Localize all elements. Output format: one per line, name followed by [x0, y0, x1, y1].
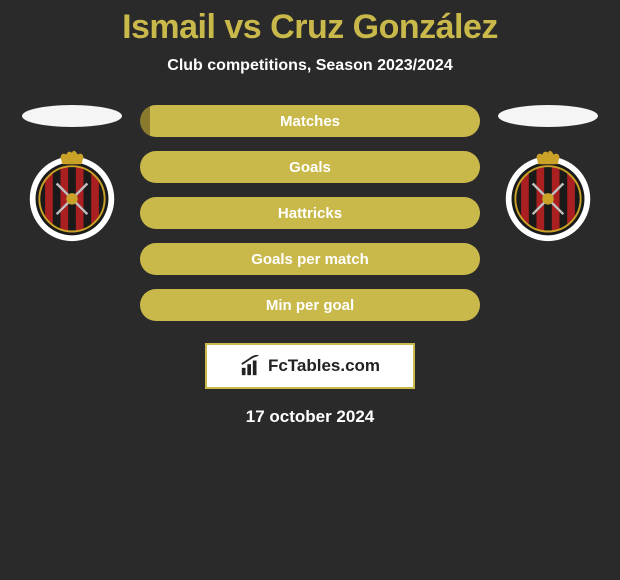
- club-crest-icon: [24, 147, 120, 243]
- bar-row-min-per-goal: Min per goal: [140, 289, 480, 321]
- brand-text: FcTables.com: [268, 356, 380, 376]
- bar-chart-icon: [240, 355, 262, 377]
- left-player-column: [22, 105, 122, 243]
- right-player-column: [498, 105, 598, 243]
- bar-label: Matches: [280, 113, 340, 130]
- bar-row-matches: Matches: [140, 105, 480, 137]
- bar-row-goals: Goals: [140, 151, 480, 183]
- bar-label: Min per goal: [266, 297, 354, 314]
- club-crest-icon: [500, 147, 596, 243]
- root-container: Ismail vs Cruz González Club competition…: [0, 0, 620, 427]
- page-subtitle: Club competitions, Season 2023/2024: [167, 57, 452, 75]
- bar-row-hattricks: Hattricks: [140, 197, 480, 229]
- date-line: 17 october 2024: [246, 407, 375, 427]
- ellipse-shadow-left: [22, 105, 122, 127]
- club-badge-left: [24, 147, 120, 243]
- brand-box: FcTables.com: [205, 343, 415, 389]
- bar-label: Goals per match: [251, 251, 369, 268]
- ellipse-shadow-right: [498, 105, 598, 127]
- bar-left-segment: [140, 105, 150, 137]
- bar-label: Hattricks: [278, 205, 342, 222]
- chart-area: Matches Goals Hattricks: [0, 105, 620, 321]
- page-title: Ismail vs Cruz González: [122, 8, 498, 47]
- bar-row-goals-per-match: Goals per match: [140, 243, 480, 275]
- bars-column: Matches Goals Hattricks: [140, 105, 480, 321]
- bar-label: Goals: [289, 159, 331, 176]
- club-badge-right: [500, 147, 596, 243]
